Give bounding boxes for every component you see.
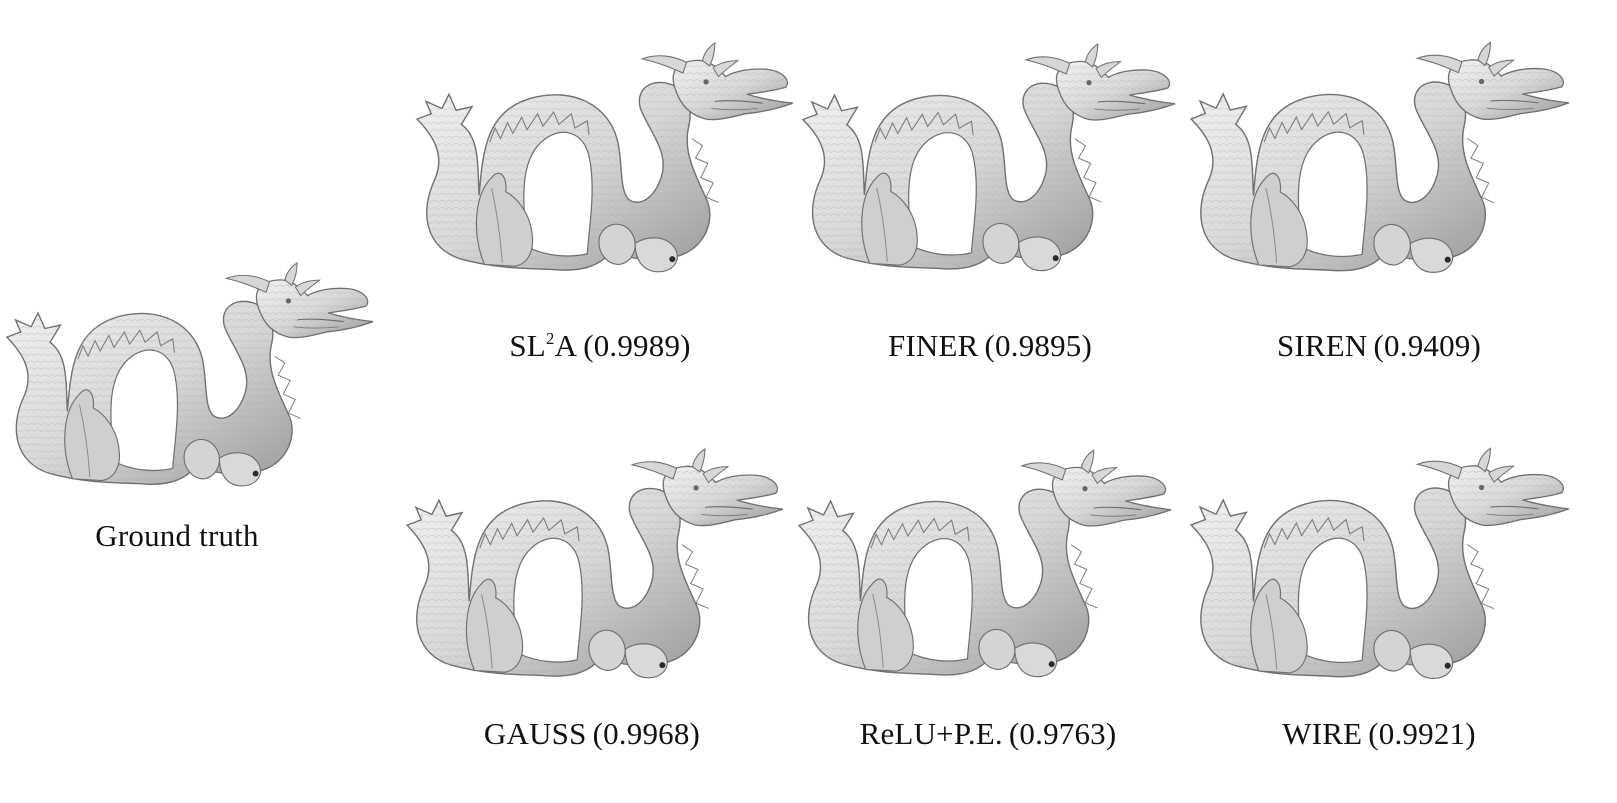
ground-truth-dragon-render: [6, 262, 374, 487]
gauss-method: GAUSS: [483, 716, 587, 751]
siren-caption: SIREN (0.9409): [1184, 328, 1574, 364]
siren-panel: SIREN (0.9409): [1184, 18, 1584, 388]
sl2a-method-prefix: SL: [509, 328, 546, 363]
wire-dragon-render: [1190, 447, 1570, 680]
relu-pe-caption: ReLU+P.E. (0.9763): [792, 716, 1184, 752]
finer-score: (0.9895): [984, 328, 1093, 363]
gauss-dragon-render: [406, 448, 784, 679]
finer-panel: FINER (0.9895): [796, 18, 1186, 388]
ground-truth-caption: Ground truth: [0, 518, 354, 554]
ground-truth-label: Ground truth: [95, 518, 259, 553]
sl2a-panel: SL2A (0.9989): [410, 18, 800, 388]
siren-method: SIREN: [1276, 328, 1368, 363]
gauss-score: (0.9968): [592, 716, 701, 751]
finer-caption: FINER (0.9895): [796, 328, 1184, 364]
gauss-panel: GAUSS (0.9968): [400, 424, 790, 794]
siren-dragon-render: [1190, 41, 1570, 274]
siren-score: (0.9409): [1373, 328, 1482, 363]
sl2a-dragon-render: [416, 42, 794, 273]
wire-panel: WIRE (0.9921): [1184, 424, 1584, 794]
wire-score: (0.9921): [1368, 716, 1476, 751]
wire-caption: WIRE (0.9921): [1184, 716, 1574, 752]
sl2a-method-superscript: 2: [545, 329, 555, 348]
relu-pe-method: ReLU+P.E.: [859, 716, 1003, 751]
relu-pe-panel: ReLU+P.E. (0.9763): [792, 424, 1182, 794]
relu-pe-score: (0.9763): [1008, 716, 1117, 751]
sl2a-caption: SL2A (0.9989): [410, 328, 790, 364]
finer-method: FINER: [887, 328, 979, 363]
sl2a-method-suffix: A: [554, 328, 578, 363]
gauss-caption: GAUSS (0.9968): [400, 716, 784, 752]
ground-truth-panel: Ground truth: [0, 236, 380, 566]
finer-dragon-render: [802, 43, 1176, 272]
wire-method: WIRE: [1282, 716, 1363, 751]
relu-pe-dragon-render: [798, 449, 1172, 678]
sl2a-score: (0.9989): [583, 328, 691, 363]
